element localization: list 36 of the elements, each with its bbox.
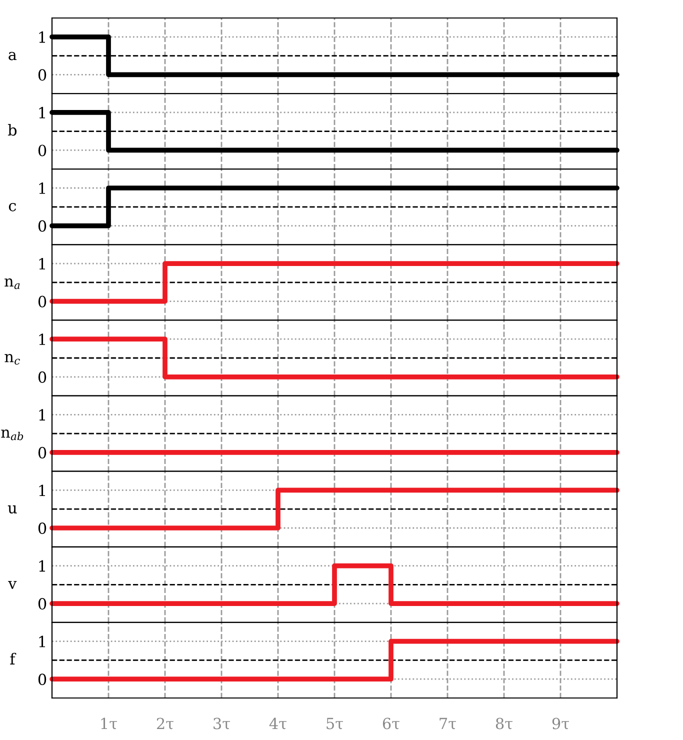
x-tick-label: 8τ [496, 718, 513, 730]
y-tick-label: 0 [38, 446, 46, 458]
y-axis-title: u [8, 505, 17, 514]
x-tick-label: 4τ [269, 718, 287, 730]
x-tick-label: 6τ [382, 718, 400, 730]
y-axis-title: c [8, 202, 16, 212]
y-axis-title: b [8, 124, 17, 136]
y-tick-label: 0 [38, 598, 46, 610]
y-tick-label: 1 [39, 182, 45, 194]
x-tick-label: 2τ [156, 718, 174, 730]
y-tick-label: 0 [38, 522, 46, 534]
y-axis-title: n$_{c}$ [4, 354, 20, 365]
y-tick-label: 0 [38, 371, 46, 383]
y-axis-title: f [10, 652, 16, 664]
x-tick-label: 1τ [101, 718, 118, 730]
x-tick-label: 3τ [214, 718, 230, 730]
y-tick-label: 1 [39, 258, 45, 270]
y-axis-title: n$_{a}$ [4, 278, 20, 290]
x-tick-label: 5τ [326, 718, 344, 730]
y-tick-label: 1 [39, 106, 45, 118]
y-tick-label: 1 [39, 560, 45, 572]
x-tick-label: 7τ [440, 718, 456, 730]
y-axis-title: a [8, 52, 17, 60]
y-tick-label: 0 [38, 674, 46, 686]
y-tick-label: 0 [38, 220, 46, 232]
y-tick-label: 1 [39, 31, 45, 43]
y-tick-label: 0 [38, 69, 46, 81]
y-tick-label: 1 [39, 334, 45, 345]
y-tick-label: 0 [38, 296, 46, 308]
y-axis-title: v [8, 580, 17, 589]
y-tick-label: 1 [39, 484, 45, 496]
x-tick-label: 9τ [552, 718, 570, 730]
y-tick-label: 1 [39, 636, 45, 648]
y-axis-title: n$_{ab}$ [1, 430, 24, 440]
y-tick-label: 0 [38, 144, 46, 156]
y-tick-label: 1 [39, 409, 45, 420]
